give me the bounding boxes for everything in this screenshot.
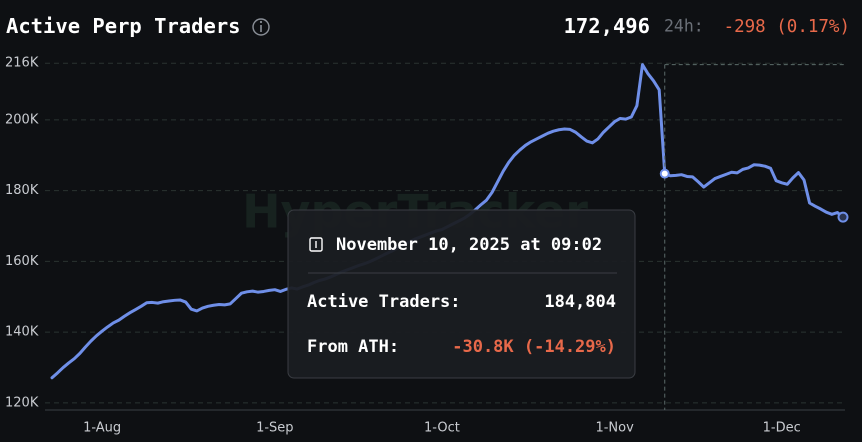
tooltip-value: -30.8K (-14.29%) xyxy=(452,337,616,357)
calendar-icon xyxy=(309,237,323,252)
plot-area: 120K 140K 160K 180K 200K 216K 1-Aug 1-Sep 1-Oct 1… xyxy=(5,56,849,436)
y-tick-label: 200K xyxy=(5,112,39,127)
change-value: -298 (0.17%) xyxy=(724,17,850,37)
tooltip-date: November 10, 2025 at 09:02 xyxy=(336,235,602,255)
hover-point xyxy=(659,168,670,179)
y-tick-label: 180K xyxy=(5,183,39,198)
x-tick-label: 1-Nov xyxy=(595,421,634,436)
tooltip-box xyxy=(287,209,636,379)
y-tick-label: 216K xyxy=(5,56,39,71)
y-tick-label: 160K xyxy=(5,254,39,269)
chart-title: Active Perp Traders xyxy=(6,14,241,38)
y-tick-label: 140K xyxy=(5,325,39,340)
y-tick-label: 120K xyxy=(5,395,39,410)
x-tick-label: 1-Dec xyxy=(763,421,801,436)
tooltip: November 10, 2025 at 09:02 Active Trader… xyxy=(287,209,636,379)
x-tick-label: 1-Aug xyxy=(83,421,121,436)
tooltip-value: 184,804 xyxy=(544,292,616,312)
info-icon[interactable] xyxy=(252,18,270,36)
x-tick-label: 1-Oct xyxy=(424,421,460,436)
tooltip-label: From ATH: xyxy=(307,337,399,357)
tooltip-label: Active Traders: xyxy=(307,292,461,312)
end-point xyxy=(837,211,849,223)
current-value: 172,496 xyxy=(564,14,650,38)
x-tick-label: 1-Sep xyxy=(256,421,293,436)
change-label: 24h: xyxy=(664,17,704,36)
